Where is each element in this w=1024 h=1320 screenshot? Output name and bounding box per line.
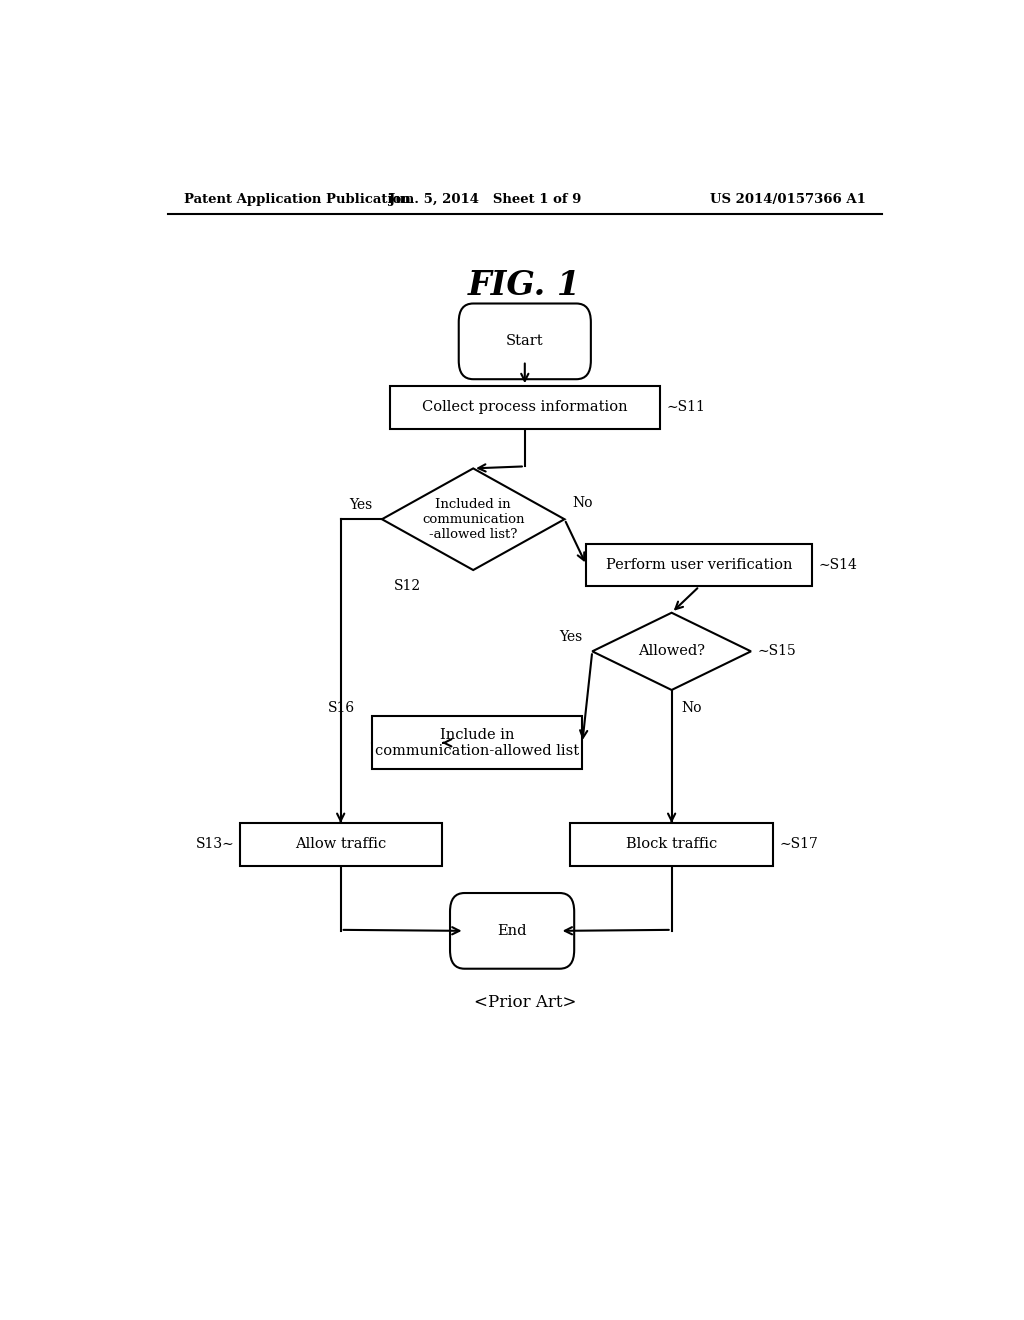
Polygon shape (382, 469, 564, 570)
Text: Collect process information: Collect process information (422, 400, 628, 414)
Text: Yes: Yes (559, 630, 583, 644)
Text: ∼S17: ∼S17 (779, 837, 818, 851)
Text: FIG. 1: FIG. 1 (468, 269, 582, 302)
Text: ∼S15: ∼S15 (758, 644, 796, 659)
Text: ∼S11: ∼S11 (666, 400, 705, 414)
Text: Allowed?: Allowed? (638, 644, 706, 659)
Text: No: No (572, 496, 593, 510)
Text: Included in
communication
-allowed list?: Included in communication -allowed list? (422, 498, 524, 541)
Text: S16: S16 (328, 701, 354, 715)
Bar (587, 544, 812, 586)
Text: Start: Start (506, 334, 544, 348)
Text: Perform user verification: Perform user verification (606, 558, 793, 572)
Text: No: No (681, 701, 701, 715)
Text: End: End (498, 924, 527, 939)
Text: Allow traffic: Allow traffic (295, 837, 386, 851)
Polygon shape (592, 612, 751, 690)
Text: S13∼: S13∼ (196, 837, 234, 851)
Text: <Prior Art>: <Prior Art> (473, 994, 577, 1011)
Text: S12: S12 (394, 579, 421, 593)
Text: Jun. 5, 2014   Sheet 1 of 9: Jun. 5, 2014 Sheet 1 of 9 (389, 193, 582, 206)
Bar (570, 824, 773, 866)
Text: Yes: Yes (349, 498, 373, 512)
FancyBboxPatch shape (459, 304, 591, 379)
Bar (240, 824, 442, 866)
Text: Patent Application Publication: Patent Application Publication (183, 193, 411, 206)
Text: US 2014/0157366 A1: US 2014/0157366 A1 (711, 193, 866, 206)
FancyBboxPatch shape (450, 894, 574, 969)
Bar (390, 385, 659, 429)
Bar (372, 717, 583, 770)
Text: Include in
communication-allowed list: Include in communication-allowed list (375, 727, 580, 758)
Text: Block traffic: Block traffic (626, 837, 717, 851)
Text: ∼S14: ∼S14 (819, 558, 858, 572)
